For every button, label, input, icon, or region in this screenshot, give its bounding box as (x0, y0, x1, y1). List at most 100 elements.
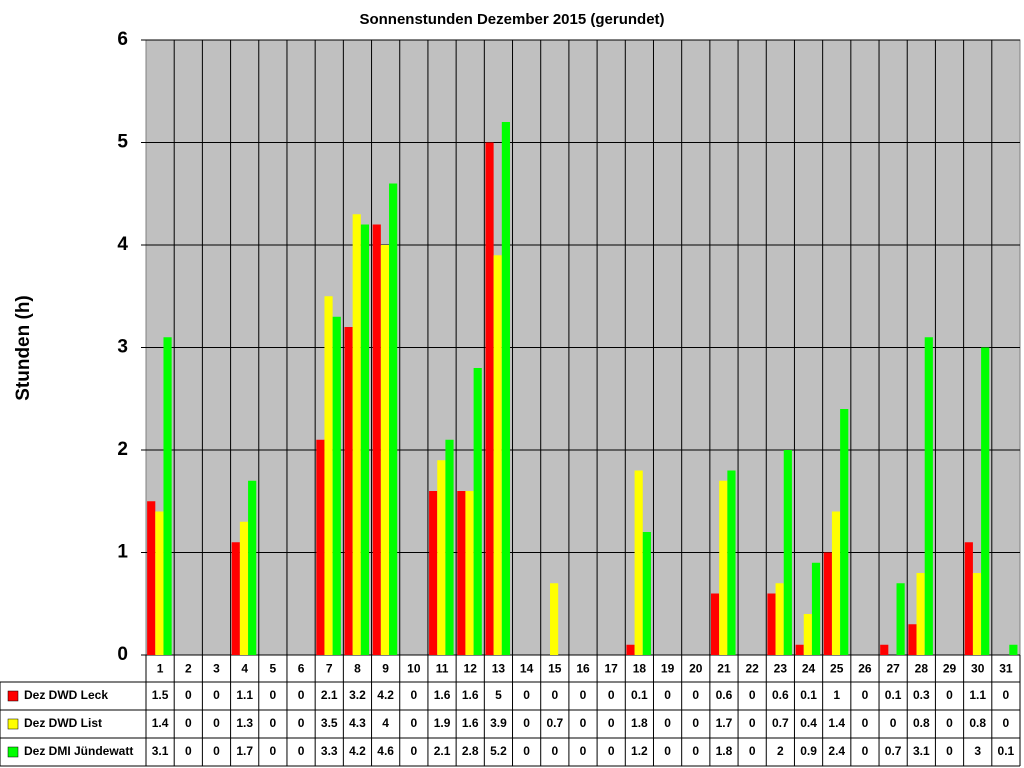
bar (372, 224, 381, 655)
table-value: 1.8 (716, 744, 733, 758)
table-value: 3.1 (152, 744, 169, 758)
y-tick-label: 6 (117, 29, 128, 50)
legend-swatch (7, 690, 19, 702)
table-value: 3.9 (490, 716, 507, 730)
table-value: 0 (580, 716, 587, 730)
bar (239, 521, 249, 655)
table-value: 4.6 (377, 744, 394, 758)
table-value: 4 (382, 716, 389, 730)
table-value: 2.8 (462, 744, 479, 758)
table-value: 1.1 (969, 688, 986, 702)
bar (908, 624, 917, 655)
table-value: 0 (580, 688, 587, 702)
bar (634, 470, 643, 655)
bar (493, 255, 502, 655)
table-value: 0 (664, 744, 671, 758)
table-value: 5 (495, 688, 502, 702)
table-value: 3.3 (321, 744, 338, 758)
table-value: 1.4 (152, 716, 169, 730)
table-value: 0 (298, 716, 305, 730)
table-value: 0 (185, 744, 192, 758)
x-tick-label: 21 (717, 662, 731, 676)
table-value: 0 (1003, 688, 1010, 702)
table-value: 0 (890, 716, 897, 730)
bar (823, 552, 832, 655)
table-value: 0 (692, 688, 699, 702)
table-value: 3.2 (349, 688, 366, 702)
bar (775, 583, 784, 655)
table-value: 0 (551, 744, 558, 758)
table-value: 1.4 (828, 716, 845, 730)
table-value: 0 (523, 716, 530, 730)
x-tick-label: 24 (802, 662, 816, 676)
table-value: 0 (185, 716, 192, 730)
table-value: 5.2 (490, 744, 507, 758)
table-value: 1.6 (434, 688, 451, 702)
x-tick-label: 23 (774, 662, 788, 676)
table-value: 0 (749, 744, 756, 758)
bar (1009, 644, 1018, 655)
table-value: 0 (749, 716, 756, 730)
table-value: 0.1 (998, 744, 1015, 758)
table-value: 0 (410, 744, 417, 758)
x-tick-label: 13 (492, 662, 506, 676)
table-value: 0 (608, 744, 615, 758)
x-tick-label: 26 (858, 662, 872, 676)
bar (719, 480, 728, 655)
bar (767, 593, 776, 655)
x-tick-label: 1 (157, 662, 164, 676)
table-value: 0.7 (772, 716, 789, 730)
table-value: 2.1 (321, 688, 338, 702)
bar (972, 573, 982, 655)
x-tick-label: 25 (830, 662, 844, 676)
chart-title: Sonnenstunden Dezember 2015 (gerundet) (359, 11, 664, 28)
y-axis-label: Stunden (h) (13, 295, 34, 401)
bar (445, 439, 454, 655)
table-value: 0 (270, 716, 277, 730)
bar (916, 573, 925, 655)
bar (380, 245, 390, 655)
bar (642, 532, 651, 655)
table-value: 0 (862, 716, 869, 730)
y-tick-label: 3 (117, 337, 128, 358)
x-tick-label: 4 (241, 662, 248, 676)
table-value: 0 (749, 688, 756, 702)
table-value: 0.6 (716, 688, 733, 702)
x-tick-label: 7 (326, 662, 333, 676)
table-value: 0.7 (885, 744, 902, 758)
table-value: 1.7 (236, 744, 253, 758)
x-tick-label: 18 (633, 662, 647, 676)
table-value: 0 (523, 744, 530, 758)
table-value: 0 (1003, 716, 1010, 730)
table-value: 1.2 (631, 744, 648, 758)
bar (457, 491, 466, 655)
bar (155, 511, 164, 655)
table-value: 0 (608, 716, 615, 730)
table-value: 1.3 (236, 716, 253, 730)
bar (389, 183, 398, 655)
bar (783, 450, 792, 655)
y-tick-label: 2 (117, 439, 128, 460)
x-tick-label: 20 (689, 662, 703, 676)
table-value: 0.4 (800, 716, 817, 730)
x-tick-label: 10 (407, 662, 421, 676)
table-value: 0.1 (631, 688, 648, 702)
bar (473, 368, 482, 655)
bar (795, 644, 804, 655)
table-value: 0 (580, 744, 587, 758)
table-value: 2 (777, 744, 784, 758)
legend-label: Dez DWD Leck (24, 688, 108, 702)
table-value: 0 (213, 744, 220, 758)
bar (324, 296, 333, 655)
x-tick-label: 27 (886, 662, 900, 676)
table-value: 1.9 (434, 716, 451, 730)
x-tick-label: 3 (213, 662, 220, 676)
table-value: 1.5 (152, 688, 169, 702)
bar (352, 214, 361, 655)
table-value: 4.2 (349, 744, 366, 758)
bar (831, 511, 841, 655)
bar (727, 470, 736, 655)
table-value: 1.7 (716, 716, 733, 730)
bar (964, 542, 973, 655)
table-value: 3 (974, 744, 981, 758)
